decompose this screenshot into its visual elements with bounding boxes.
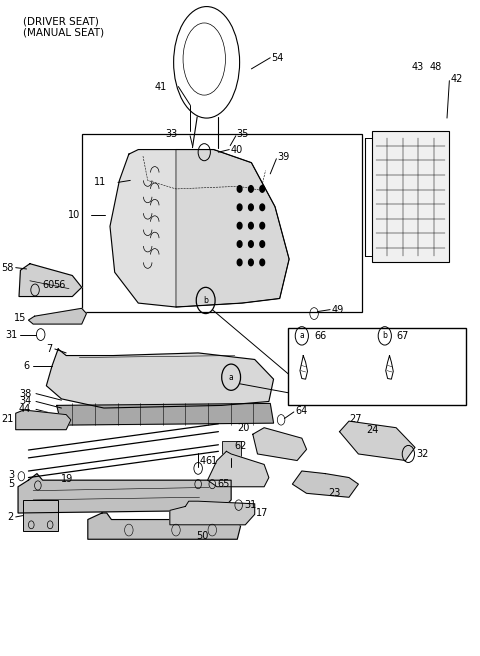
Text: 10: 10 xyxy=(68,210,80,220)
Text: a: a xyxy=(229,373,233,382)
Text: (MANUAL SEAT): (MANUAL SEAT) xyxy=(23,28,104,37)
Polygon shape xyxy=(28,308,86,324)
Circle shape xyxy=(249,259,253,266)
Text: 62: 62 xyxy=(234,441,246,451)
Text: 56: 56 xyxy=(53,280,66,291)
Text: b: b xyxy=(383,331,387,340)
Polygon shape xyxy=(16,410,71,430)
Text: 54: 54 xyxy=(272,52,284,63)
Text: 3: 3 xyxy=(8,470,14,480)
Text: 44: 44 xyxy=(19,404,31,415)
Text: 31: 31 xyxy=(5,329,17,340)
Text: 38: 38 xyxy=(19,388,31,399)
Text: (DRIVER SEAT): (DRIVER SEAT) xyxy=(23,16,99,26)
Text: 27: 27 xyxy=(349,413,361,424)
Text: b: b xyxy=(203,296,208,305)
Text: 66: 66 xyxy=(314,331,326,341)
Text: 32: 32 xyxy=(416,449,429,459)
Text: 19: 19 xyxy=(61,474,74,484)
Circle shape xyxy=(260,186,264,192)
Text: 65: 65 xyxy=(217,479,229,489)
Circle shape xyxy=(237,222,242,229)
Circle shape xyxy=(237,204,242,211)
Polygon shape xyxy=(47,349,274,408)
Text: 35: 35 xyxy=(237,129,249,140)
Circle shape xyxy=(249,241,253,247)
Circle shape xyxy=(249,204,253,211)
Bar xyxy=(222,441,241,458)
Polygon shape xyxy=(170,501,255,525)
Circle shape xyxy=(260,204,264,211)
Polygon shape xyxy=(253,428,307,461)
Bar xyxy=(288,328,466,405)
Text: 31: 31 xyxy=(244,500,257,510)
Text: 34: 34 xyxy=(19,396,31,407)
Text: 24: 24 xyxy=(366,424,378,435)
Polygon shape xyxy=(207,451,269,487)
Text: 5: 5 xyxy=(8,479,14,489)
Text: 11: 11 xyxy=(95,177,107,188)
Text: 33: 33 xyxy=(165,129,178,140)
Polygon shape xyxy=(176,150,289,307)
Text: 42: 42 xyxy=(451,74,463,85)
Text: 20: 20 xyxy=(238,422,250,433)
Text: 61: 61 xyxy=(205,455,218,466)
Polygon shape xyxy=(292,471,359,497)
Text: 64: 64 xyxy=(295,405,308,416)
Text: 49: 49 xyxy=(332,304,344,315)
Text: 6: 6 xyxy=(24,361,30,371)
Text: 23: 23 xyxy=(328,488,341,499)
Text: 40: 40 xyxy=(230,144,242,155)
Polygon shape xyxy=(19,264,82,297)
Circle shape xyxy=(237,186,242,192)
Polygon shape xyxy=(110,150,289,307)
Polygon shape xyxy=(339,421,415,461)
Circle shape xyxy=(249,186,253,192)
Text: 48: 48 xyxy=(429,62,441,72)
Text: 39: 39 xyxy=(277,152,289,163)
Polygon shape xyxy=(18,474,231,513)
Text: 41: 41 xyxy=(154,81,167,92)
Circle shape xyxy=(237,241,242,247)
Circle shape xyxy=(260,222,264,229)
Polygon shape xyxy=(57,403,274,425)
Text: 17: 17 xyxy=(256,508,268,518)
Text: 21: 21 xyxy=(1,413,13,424)
Bar xyxy=(23,500,58,531)
Text: 4: 4 xyxy=(200,455,205,466)
Bar xyxy=(372,131,449,262)
Text: 67: 67 xyxy=(396,331,408,341)
Text: 43: 43 xyxy=(412,62,424,72)
Circle shape xyxy=(260,259,264,266)
Text: 50: 50 xyxy=(196,531,209,541)
Circle shape xyxy=(237,259,242,266)
Text: a: a xyxy=(300,331,304,340)
Text: 60: 60 xyxy=(43,280,55,291)
Text: 58: 58 xyxy=(1,262,13,273)
Polygon shape xyxy=(88,513,240,539)
Text: 2: 2 xyxy=(7,512,13,522)
Bar xyxy=(82,134,362,312)
Text: 7: 7 xyxy=(46,344,52,354)
Text: 15: 15 xyxy=(14,313,26,323)
Circle shape xyxy=(260,241,264,247)
Circle shape xyxy=(249,222,253,229)
